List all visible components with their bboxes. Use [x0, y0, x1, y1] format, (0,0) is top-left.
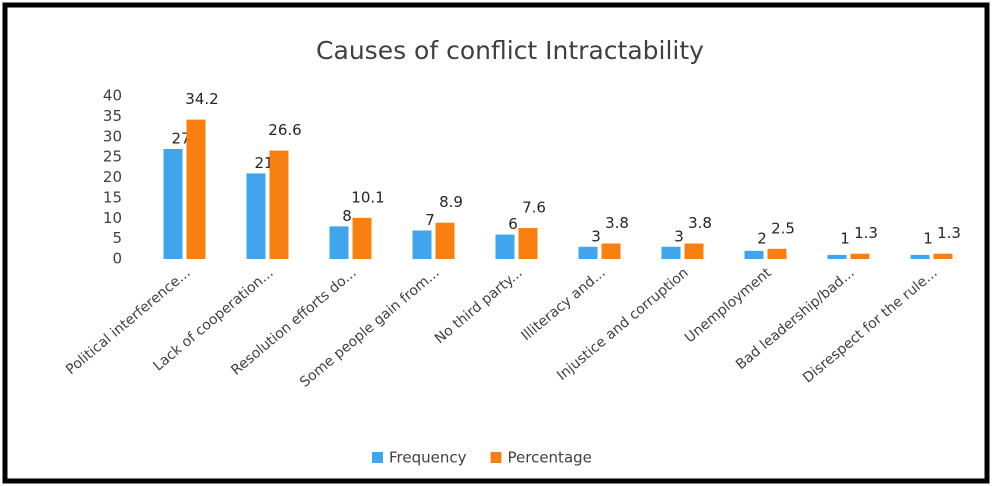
- data-label: 3.8: [605, 214, 629, 232]
- bar: [495, 234, 515, 259]
- bar: [767, 248, 787, 259]
- bar: [661, 246, 681, 259]
- bar: [910, 254, 930, 259]
- bar: [850, 253, 870, 259]
- legend-label: Percentage: [508, 449, 592, 467]
- bar: [601, 243, 621, 259]
- bar: [578, 246, 598, 259]
- legend-swatch: [372, 452, 383, 463]
- legend-label: Frequency: [389, 449, 467, 467]
- bar: [352, 217, 372, 259]
- bar: [518, 228, 538, 259]
- data-label: 1.3: [854, 224, 878, 242]
- data-label: 10.1: [351, 188, 384, 206]
- data-label: 27: [171, 129, 190, 147]
- bar: [246, 173, 266, 259]
- bar: [269, 150, 289, 259]
- y-tick-label: 25: [103, 148, 122, 166]
- bar: [827, 254, 847, 259]
- y-tick-label: 30: [103, 127, 122, 145]
- data-label: 7: [425, 211, 435, 229]
- y-tick-label: 40: [103, 87, 122, 105]
- data-label: 3: [591, 227, 601, 245]
- y-tick-label: 0: [112, 250, 122, 268]
- bar: [163, 148, 183, 259]
- data-label: 3: [674, 227, 684, 245]
- data-label: 21: [254, 154, 273, 172]
- legend-swatch: [490, 452, 502, 463]
- data-label: 8: [342, 207, 352, 225]
- data-label: 6: [508, 215, 518, 233]
- bar: [684, 243, 704, 259]
- data-label: 1: [923, 230, 933, 248]
- data-label: 1.3: [937, 224, 961, 242]
- data-label: 3.8: [688, 214, 712, 232]
- y-tick-label: 35: [103, 107, 122, 125]
- bar: [435, 222, 455, 259]
- bar: [933, 253, 953, 259]
- data-label: 1: [840, 230, 850, 248]
- chart-title: Causes of conflict Intractability: [316, 36, 704, 65]
- bar: [329, 226, 349, 259]
- data-label: 7.6: [522, 199, 546, 217]
- data-label: 2.5: [771, 219, 795, 237]
- data-label: 26.6: [268, 121, 301, 139]
- bar: [744, 250, 764, 259]
- data-label: 2: [757, 230, 767, 248]
- bar: [186, 119, 206, 259]
- data-label: 34.2: [185, 90, 218, 108]
- y-tick-label: 5: [112, 229, 122, 247]
- bar: [412, 230, 432, 259]
- data-label: 8.9: [439, 193, 463, 211]
- y-tick-label: 20: [103, 168, 122, 186]
- y-tick-label: 15: [103, 188, 122, 206]
- y-tick-label: 10: [103, 209, 122, 227]
